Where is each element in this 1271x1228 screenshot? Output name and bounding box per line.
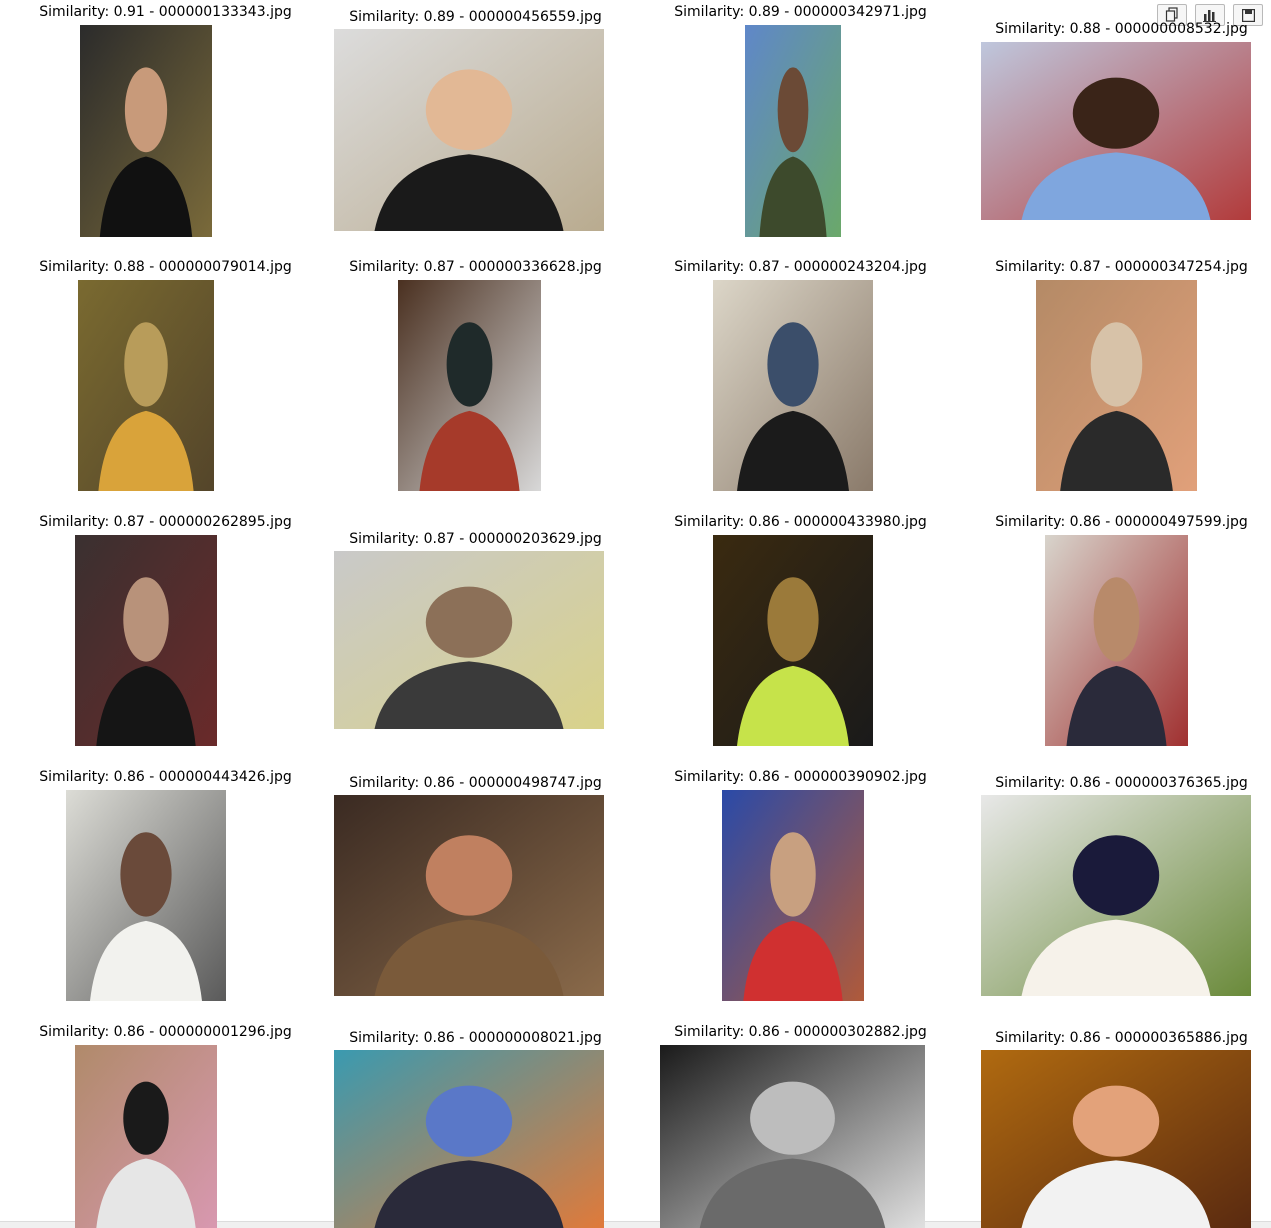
result-thumbnail[interactable]: [334, 29, 604, 231]
photo-placeholder: [334, 29, 604, 231]
photo-placeholder: [713, 280, 873, 491]
photo-placeholder: [334, 795, 604, 996]
result-thumbnail[interactable]: [722, 790, 864, 1001]
result-caption: Similarity: 0.89 - 000000342971.jpg: [674, 4, 927, 20]
result-thumbnail[interactable]: [334, 1050, 604, 1228]
result-caption: Similarity: 0.87 - 000000203629.jpg: [349, 531, 602, 547]
photo-placeholder: [75, 535, 217, 746]
photo-placeholder: [75, 1045, 217, 1228]
chart-button[interactable]: [1195, 4, 1225, 26]
result-caption: Similarity: 0.86 - 000000376365.jpg: [995, 775, 1248, 791]
result-caption: Similarity: 0.86 - 000000443426.jpg: [39, 769, 292, 785]
photo-placeholder: [660, 1045, 925, 1228]
result-thumbnail[interactable]: [745, 25, 841, 237]
photo-placeholder: [981, 1050, 1251, 1228]
result-thumbnail[interactable]: [660, 1045, 925, 1228]
result-thumbnail[interactable]: [398, 280, 541, 491]
result-thumbnail[interactable]: [78, 280, 214, 491]
bar-chart-icon: [1203, 8, 1217, 22]
photo-placeholder: [78, 280, 214, 491]
result-caption: Similarity: 0.86 - 000000497599.jpg: [995, 514, 1248, 530]
photo-placeholder: [334, 551, 604, 729]
result-caption: Similarity: 0.86 - 000000001296.jpg: [39, 1024, 292, 1040]
result-caption: Similarity: 0.86 - 000000008021.jpg: [349, 1030, 602, 1046]
result-caption: Similarity: 0.91 - 000000133343.jpg: [39, 4, 292, 20]
result-caption: Similarity: 0.86 - 000000365886.jpg: [995, 1030, 1248, 1046]
result-caption: Similarity: 0.87 - 000000243204.jpg: [674, 259, 927, 275]
photo-placeholder: [1045, 535, 1188, 746]
copy-icon: [1165, 7, 1179, 23]
figure-toolbar: [1157, 4, 1263, 26]
photo-placeholder: [1036, 280, 1197, 491]
photo-placeholder: [66, 790, 226, 1001]
result-caption: Similarity: 0.87 - 000000336628.jpg: [349, 259, 602, 275]
copy-button[interactable]: [1157, 4, 1187, 26]
result-thumbnail[interactable]: [75, 1045, 217, 1228]
photo-placeholder: [713, 535, 873, 746]
photo-placeholder: [334, 1050, 604, 1228]
result-caption: Similarity: 0.89 - 000000456559.jpg: [349, 9, 602, 25]
result-caption: Similarity: 0.88 - 000000079014.jpg: [39, 259, 292, 275]
result-caption: Similarity: 0.86 - 000000433980.jpg: [674, 514, 927, 530]
result-thumbnail[interactable]: [713, 535, 873, 746]
photo-placeholder: [722, 790, 864, 1001]
result-caption: Similarity: 0.87 - 000000347254.jpg: [995, 259, 1248, 275]
result-caption: Similarity: 0.86 - 000000302882.jpg: [674, 1024, 927, 1040]
result-thumbnail[interactable]: [75, 535, 217, 746]
save-icon: [1241, 8, 1255, 22]
result-thumbnail[interactable]: [1036, 280, 1197, 491]
result-thumbnail[interactable]: [981, 795, 1251, 996]
photo-placeholder: [981, 42, 1251, 220]
horizontal-scrollbar[interactable]: [0, 1221, 1271, 1228]
result-thumbnail[interactable]: [66, 790, 226, 1001]
result-thumbnail[interactable]: [981, 1050, 1251, 1228]
save-button[interactable]: [1233, 4, 1263, 26]
result-thumbnail[interactable]: [80, 25, 212, 237]
result-thumbnail[interactable]: [1045, 535, 1188, 746]
result-caption: Similarity: 0.86 - 000000390902.jpg: [674, 769, 927, 785]
result-caption: Similarity: 0.88 - 000000008532.jpg: [995, 21, 1248, 37]
photo-placeholder: [80, 25, 212, 237]
result-thumbnail[interactable]: [713, 280, 873, 491]
photo-placeholder: [745, 25, 841, 237]
result-thumbnail[interactable]: [334, 551, 604, 729]
result-caption: Similarity: 0.86 - 000000498747.jpg: [349, 775, 602, 791]
photo-placeholder: [398, 280, 541, 491]
result-thumbnail[interactable]: [334, 795, 604, 996]
result-caption: Similarity: 0.87 - 000000262895.jpg: [39, 514, 292, 530]
photo-placeholder: [981, 795, 1251, 996]
result-thumbnail[interactable]: [981, 42, 1251, 220]
